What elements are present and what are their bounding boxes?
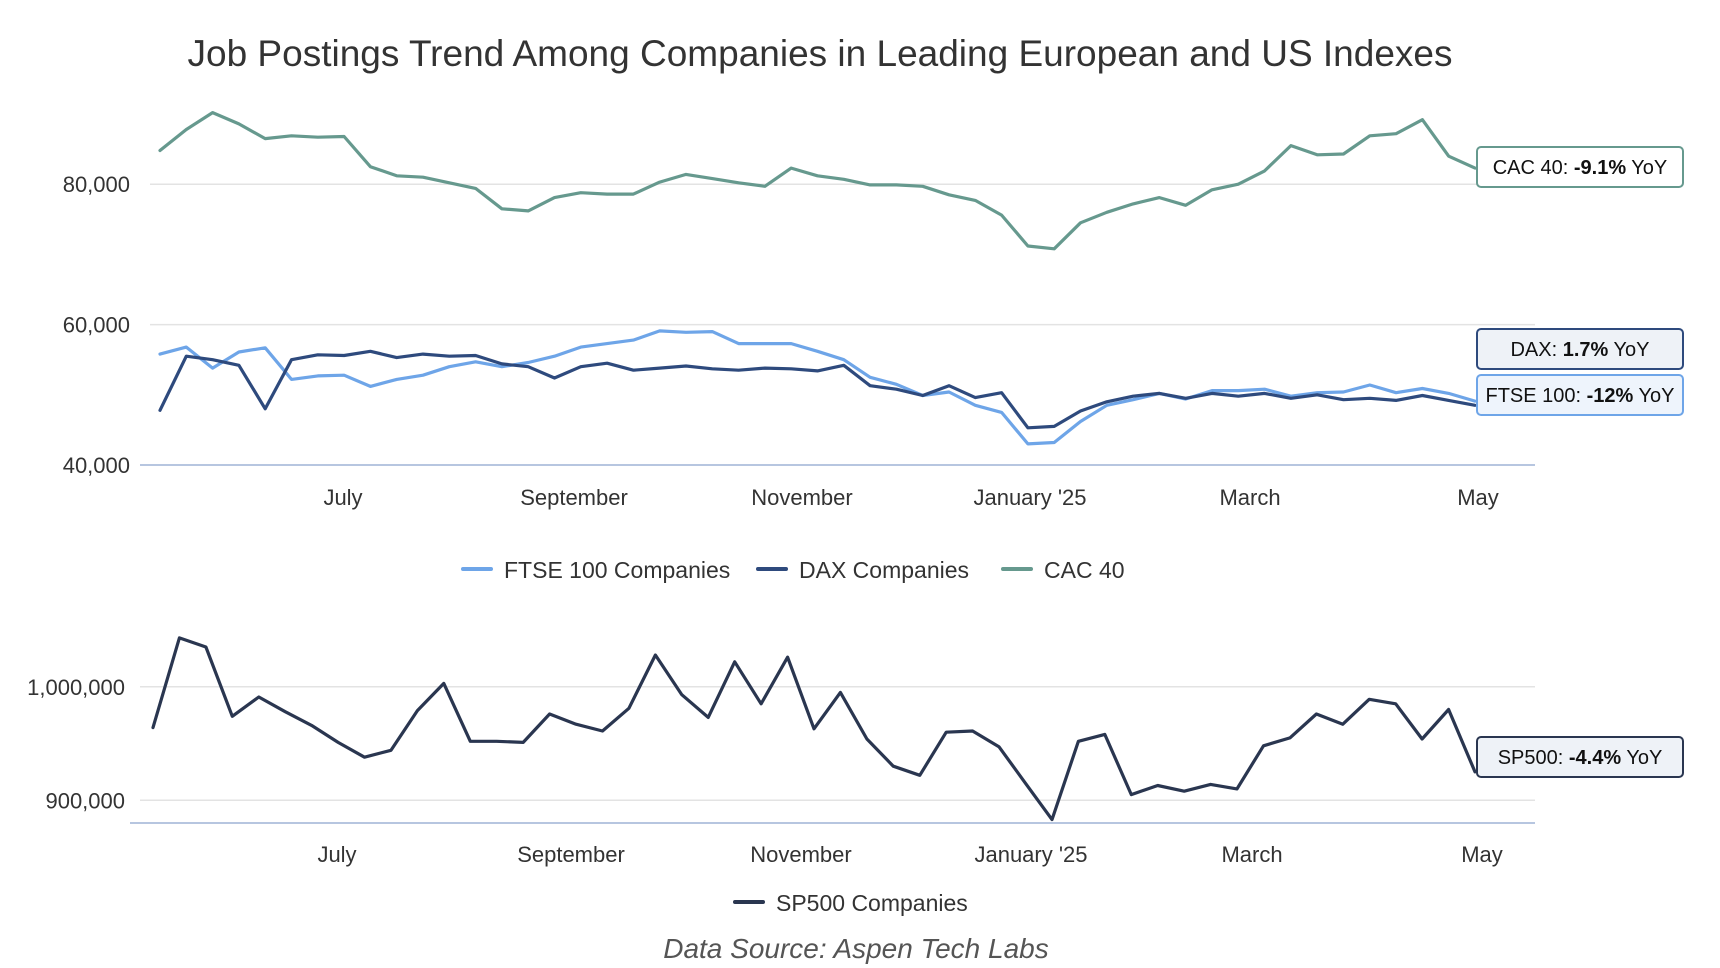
x-tick-label: March [1221, 842, 1282, 867]
y-tick-label: 1,000,000 [27, 675, 125, 700]
x-tick-label: March [1219, 485, 1280, 510]
x-tick-label: September [517, 842, 625, 867]
series-line-sp500-companies [151, 636, 1477, 822]
x-tick-label: November [751, 485, 852, 510]
callout-text: CAC 40: -9.1% YoY [1493, 157, 1668, 179]
chart-title: Job Postings Trend Among Companies in Le… [188, 33, 1453, 74]
callout-text: FTSE 100: -12% YoY [1485, 385, 1674, 407]
y-tick-label: 80,000 [63, 172, 130, 197]
x-tick-label: November [750, 842, 851, 867]
series-line-dax-companies [158, 349, 1477, 430]
data-source: Data Source: Aspen Tech Labs [663, 933, 1049, 964]
legend-label: DAX Companies [799, 557, 969, 583]
x-tick-label: July [323, 485, 362, 510]
callout-dax-companies: DAX: 1.7% YoY [1476, 328, 1684, 370]
callout-ftse-100-companies: FTSE 100: -12% YoY [1476, 374, 1684, 416]
series-line-ftse-100-companies [158, 329, 1477, 446]
bottom-chart: 900,000 1,000,000 July September November Jan… [27, 636, 1684, 867]
x-tick-label: September [520, 485, 628, 510]
callout-text: SP500: -4.4% YoY [1498, 747, 1663, 769]
legend-label: SP500 Companies [776, 890, 968, 916]
y-tick-label: 60,000 [63, 313, 130, 338]
legend-item: DAX Companies [756, 557, 969, 583]
legend-label: FTSE 100 Companies [504, 557, 730, 583]
series-line-cac-40 [158, 110, 1477, 251]
x-tick-label: July [317, 842, 356, 867]
top-legend: FTSE 100 Companies DAX Companies CAC 40 [461, 557, 1125, 583]
callout-cac-40: CAC 40: -9.1% YoY [1476, 146, 1684, 188]
callout-text: DAX: 1.7% YoY [1510, 339, 1649, 361]
y-tick-label: 40,000 [63, 453, 130, 478]
legend-item: SP500 Companies [733, 890, 968, 916]
x-tick-label: May [1457, 485, 1499, 510]
legend-item: CAC 40 [1001, 557, 1125, 583]
x-tick-label: January '25 [973, 485, 1086, 510]
top-chart: 40,000 60,000 80,000 July September November J… [63, 110, 1684, 510]
callout-sp500-companies: SP500: -4.4% YoY [1476, 736, 1684, 778]
x-tick-label: January '25 [974, 842, 1087, 867]
bottom-legend: SP500 Companies [733, 890, 968, 916]
legend-item: FTSE 100 Companies [461, 557, 730, 583]
x-tick-label: May [1461, 842, 1503, 867]
legend-label: CAC 40 [1044, 557, 1125, 583]
y-tick-label: 900,000 [45, 788, 125, 813]
